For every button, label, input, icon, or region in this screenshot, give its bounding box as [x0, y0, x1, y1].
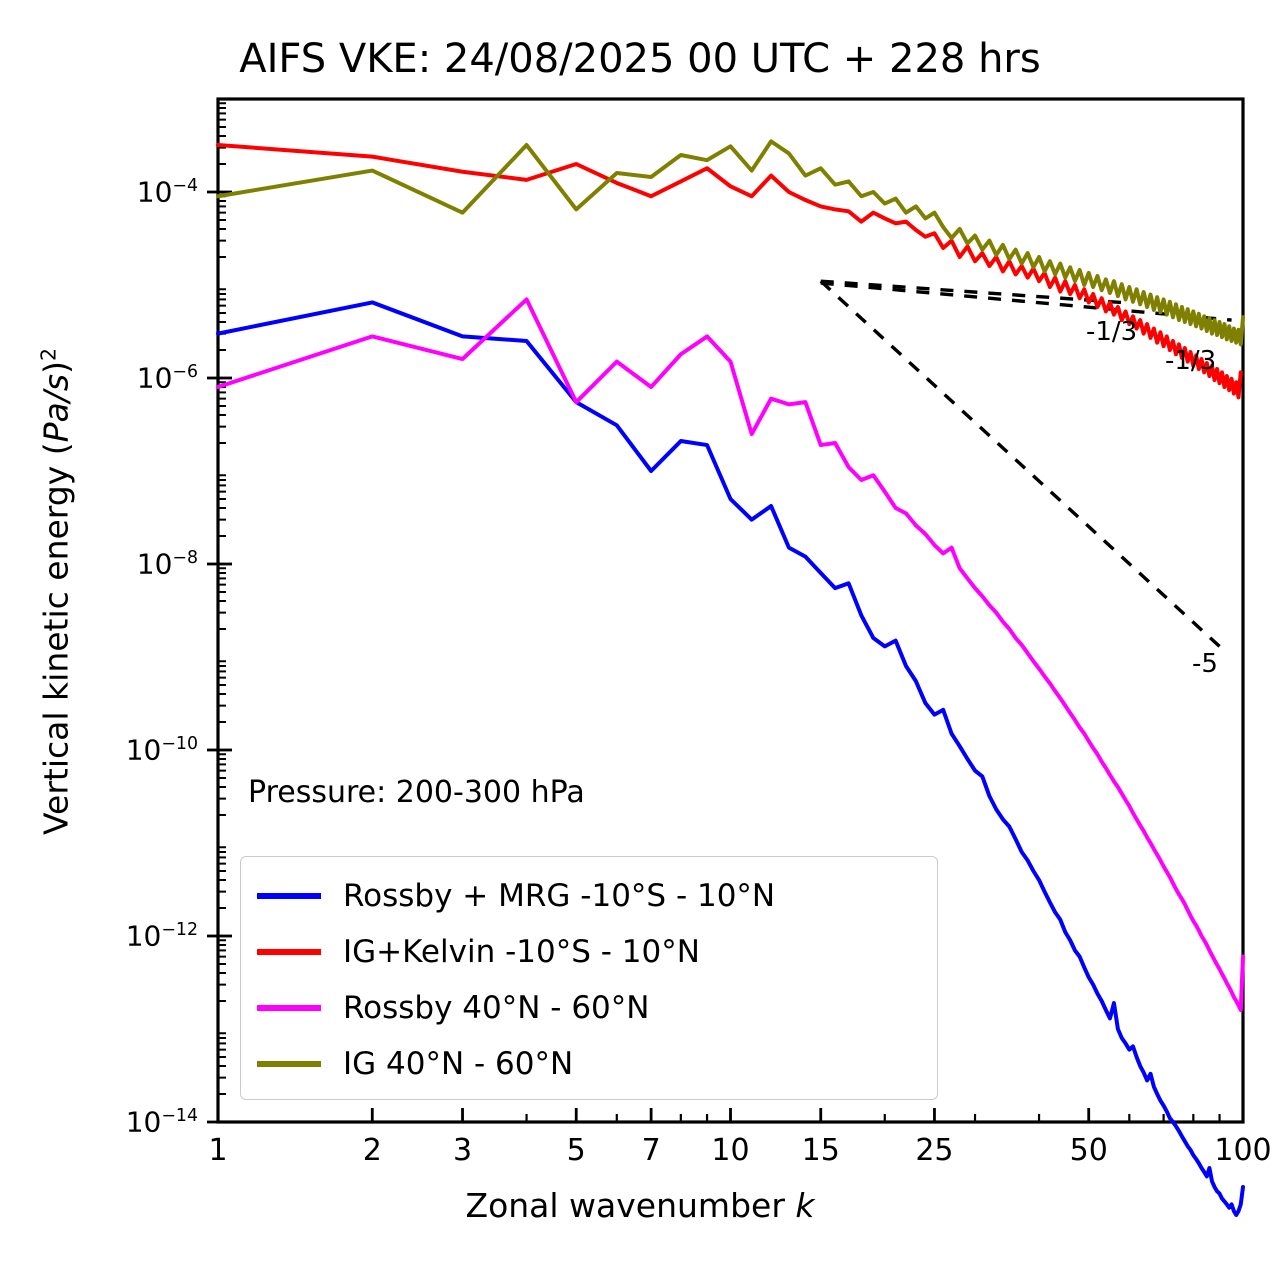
slope-label: -1/3 [1165, 346, 1217, 376]
legend-item-label: IG 40°N - 60°N [343, 1046, 574, 1082]
legend-item-label: IG+Kelvin -10°S - 10°N [343, 934, 700, 970]
x-tick-label: 1 [208, 1133, 228, 1168]
x-tick-label: 15 [801, 1133, 840, 1168]
series-line [216, 143, 1243, 400]
legend-item[interactable]: Rossby 40°N - 60°N [257, 981, 649, 1035]
y-tick-label: 10−10 [125, 733, 198, 767]
legend-color-swatch [257, 949, 321, 955]
x-tick-label: 10 [711, 1133, 750, 1168]
slope-label: -5 [1192, 649, 1218, 679]
legend[interactable]: Rossby + MRG -10°S - 10°N IG+Kelvin -10°S… [240, 856, 938, 1100]
series-line [216, 297, 1245, 1013]
legend-item[interactable]: Rossby + MRG -10°S - 10°N [257, 869, 775, 923]
legend-color-swatch [257, 893, 321, 899]
x-tick-label: 7 [641, 1133, 661, 1168]
series-line [216, 300, 1245, 1217]
y-tick-label: 10−8 [136, 547, 198, 581]
x-axis-label: Zonal wavenumber k [465, 1186, 815, 1225]
y-tick-label: 10−6 [136, 361, 198, 395]
legend-color-swatch [257, 1061, 321, 1067]
reference-slope-line [820, 279, 1130, 305]
reference-slope-line [819, 279, 1221, 648]
legend-item[interactable]: IG 40°N - 60°N [257, 1037, 573, 1091]
x-tick-label: 100 [1214, 1133, 1272, 1168]
legend-item-label: Rossby 40°N - 60°N [343, 990, 650, 1026]
y-tick-label: 10−4 [136, 175, 198, 209]
pressure-annotation: Pressure: 200-300 hPa [248, 775, 585, 810]
y-tick-label: 10−12 [125, 919, 198, 953]
x-tick-label: 5 [566, 1133, 586, 1168]
x-tick-label: 2 [362, 1133, 382, 1168]
slope-label: -1/3 [1086, 317, 1138, 347]
legend-item-label: Rossby + MRG -10°S - 10°N [343, 878, 776, 914]
legend-color-swatch [257, 1005, 321, 1011]
x-tick-label: 3 [452, 1133, 473, 1168]
x-tick-label: 50 [1069, 1133, 1108, 1168]
reference-slope-line [820, 281, 1232, 322]
legend-item[interactable]: IG+Kelvin -10°S - 10°N [257, 925, 700, 979]
x-tick-label: 25 [915, 1133, 954, 1168]
series-line [216, 139, 1245, 347]
y-tick-label: 10−14 [125, 1105, 198, 1139]
page-title: AIFS VKE: 24/08/2025 00 UTC + 228 hrs [239, 36, 1041, 82]
